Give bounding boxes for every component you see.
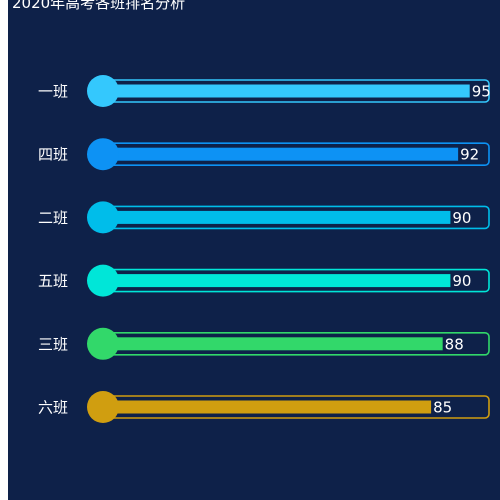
bar-start-circle [87,75,119,107]
category-label: 四班 [38,146,68,164]
bar-start-circle [87,327,119,360]
category-label: 二班 [38,209,68,227]
data-label: 88 [445,335,464,353]
bar [103,274,451,288]
bar-start-circle [87,264,119,297]
category-label: 五班 [38,272,68,290]
bar [103,337,443,351]
category-label: 六班 [38,399,68,417]
chart-panel: 2020年高考各班排名分析 一班 95 四班 92 二班 90 五班 90 三班 88 六班 85 [8,0,500,500]
bar [103,210,451,224]
bar-start-circle [87,138,119,171]
chart-title: 2020年高考各班排名分析 [12,0,186,12]
data-label: 85 [433,399,452,417]
bar [103,400,432,414]
data-label: 92 [460,146,479,164]
bar-start-circle [87,201,119,234]
category-label: 一班 [38,83,68,101]
bar [103,84,470,98]
data-label: 90 [452,272,471,290]
category-label: 三班 [38,335,68,353]
bar-start-circle [87,391,119,423]
bar [103,147,459,161]
data-label: 90 [452,209,471,227]
bar-chart: 一班 95 四班 92 二班 90 五班 90 三班 88 六班 85 [38,75,491,423]
data-label: 95 [472,83,491,101]
